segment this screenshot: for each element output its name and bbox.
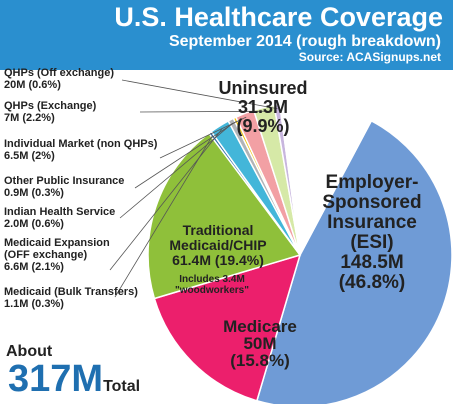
slice-label-5: Indian Health Service 2.0M (0.6%)	[4, 206, 115, 230]
slice-label-3: Medicaid (Bulk Transfers) 1.1M (0.3%)	[4, 286, 138, 310]
pie-slice-0	[255, 119, 453, 404]
leader-line-7	[159, 116, 247, 159]
total-value: 317M	[8, 358, 104, 400]
slice-note-2: Includes 3.4M "woodworkers"	[175, 274, 249, 296]
leader-line-4	[109, 129, 223, 271]
pie-slice-1	[153, 253, 302, 402]
leader-line-6	[134, 121, 237, 189]
slice-label-8: QHPs (Exchange) 7M (2.2%)	[4, 100, 97, 124]
total-label: Total	[103, 378, 141, 395]
leader-line-8	[139, 110, 265, 113]
leader-line-3	[114, 135, 213, 298]
slice-label-0: Employer-Sponsored Insurance (ESI) 148.5M (4…	[322, 172, 421, 293]
slice-label-4: Medicaid Expansion (OFF exchange) 6.6M (2.…	[4, 237, 110, 273]
chart-source: Source: ACASignups.net	[298, 50, 441, 64]
slice-label-6: Other Public Insurance 0.9M (0.3%)	[4, 175, 124, 199]
leader-line-9	[121, 79, 278, 110]
chart-title: U.S. Healthcare Coverage	[114, 2, 443, 32]
slice-label-9: QHPs (Off exchange) 20M (0.6%)	[4, 67, 114, 91]
slice-label-1: Medicare 50M (15.8%)	[223, 317, 297, 370]
slice-label-7: Individual Market (non QHPs) 6.5M (2%)	[4, 138, 158, 162]
leader-line-5	[119, 122, 233, 219]
slice-label-2: Traditional Medicaid/CHIP 61.4M (19.4%)	[169, 222, 266, 268]
pie-slice-10	[278, 102, 373, 258]
total-block: 317MTotal	[8, 358, 140, 401]
chart-subtitle: September 2014 (rough breakdown)	[168, 33, 441, 50]
total-about-label: About	[6, 343, 53, 360]
header-banner: U.S. Healthcare Coverage September 2014 …	[0, 0, 453, 70]
slice-label-10: Uninsured 31.3M (9.9%)	[218, 78, 307, 136]
